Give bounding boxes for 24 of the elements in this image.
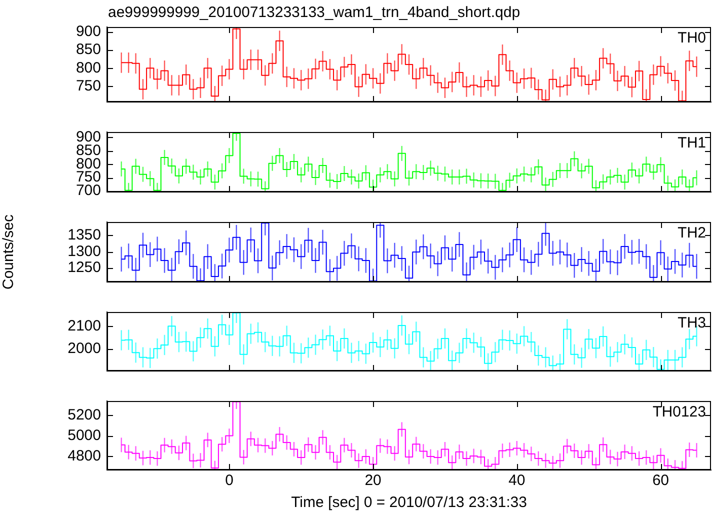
chart-title: ae999999999_20100713233133_wam1_trn_4band_short.qdp xyxy=(108,4,520,22)
x-axis-title: Time [sec] 0 = 2010/07/13 23:31:33 xyxy=(291,494,527,512)
x-tick-label: 0 xyxy=(225,472,234,490)
y-tick-label: 850 xyxy=(76,41,101,58)
y-tick-label: 5000 xyxy=(68,426,101,444)
y-tick-label: 2000 xyxy=(68,340,101,357)
y-tick-label: 1250 xyxy=(68,259,101,276)
y-tick-label: 5200 xyxy=(68,406,101,424)
y-tick-label: 750 xyxy=(76,77,101,94)
y-tick-label: 2100 xyxy=(68,318,101,334)
x-tick-label: 20 xyxy=(364,472,382,490)
series-label: TH2 xyxy=(678,224,706,242)
text: TH0123 xyxy=(652,404,706,421)
x-tick-label: 60 xyxy=(652,472,670,490)
x-tick-label: 40 xyxy=(508,472,526,490)
y-axis-title: Counts/sec xyxy=(0,214,18,290)
y-tick-label: 800 xyxy=(76,59,101,76)
y-tick-label: 900 xyxy=(76,22,101,40)
y-tick-label: 1300 xyxy=(68,242,101,260)
y-tick-label: 4800 xyxy=(68,448,101,465)
series-label: TH0 xyxy=(678,30,706,47)
series-label: TH1 xyxy=(678,134,706,152)
y-tick-label: 1350 xyxy=(68,226,101,244)
series-label: TH3 xyxy=(678,314,706,332)
